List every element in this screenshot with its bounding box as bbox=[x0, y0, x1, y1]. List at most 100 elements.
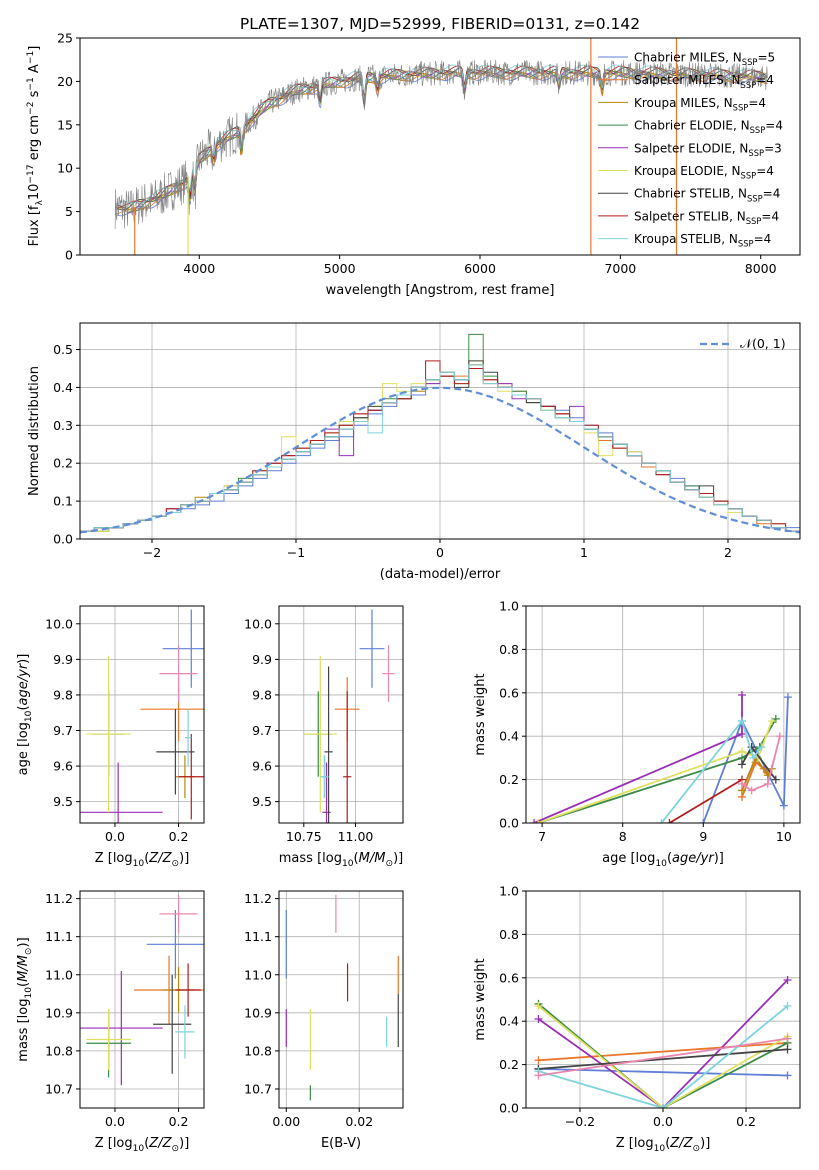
y-tick-label: 0.0 bbox=[499, 816, 519, 831]
y-tick-label: 0 bbox=[65, 248, 73, 263]
panel-mass_vs_ebv: 0.00 0.02 10.7 10.8 10.9 11.0 11.1 11.2 E(B-V) bbox=[244, 890, 404, 1151]
y-tick-label: 0.0 bbox=[499, 1101, 519, 1116]
y-tick-label: 9.9 bbox=[252, 652, 272, 667]
x-tick-label: 11.00 bbox=[338, 829, 374, 844]
weight-line bbox=[538, 1037, 788, 1077]
model-line bbox=[114, 64, 768, 206]
y-tick-label: 0.4 bbox=[53, 380, 73, 395]
y-tick-label: 11.0 bbox=[244, 967, 272, 982]
point-marker bbox=[534, 1002, 543, 1011]
point-marker bbox=[771, 775, 780, 784]
plot-area bbox=[80, 333, 800, 534]
x-tick-label: 9 bbox=[699, 829, 707, 844]
y-tick-label: 0.4 bbox=[499, 1014, 519, 1029]
y-axis-label: mass weight bbox=[473, 673, 488, 755]
weight-line bbox=[668, 778, 743, 823]
legend: Chabrier MILES, NSSP=5 Salpeter MILES, NS… bbox=[598, 51, 783, 249]
point-marker bbox=[737, 717, 746, 726]
histogram-step bbox=[80, 364, 800, 532]
plot-area bbox=[534, 975, 792, 1108]
y-tick-label: 11.1 bbox=[244, 929, 272, 944]
panel-weight_vs_age: 7 8 9 10 0.0 0.2 0.4 0.6 0.8 1.0 age [log10(age/yr… bbox=[473, 599, 801, 869]
plot-area bbox=[285, 894, 399, 1101]
weight-line bbox=[660, 719, 763, 823]
x-tick-label: 0 bbox=[436, 545, 444, 560]
x-axis-label: Z [log10(Z/Z⊙)] bbox=[95, 1136, 190, 1154]
y-tick-label: 9.7 bbox=[252, 723, 272, 738]
point-marker bbox=[747, 786, 756, 795]
axes-frame bbox=[525, 605, 801, 824]
plot-area bbox=[80, 609, 204, 823]
legend-label: Kroupa ELODIE, NSSP=4 bbox=[634, 164, 774, 181]
axes-frame bbox=[79, 37, 801, 256]
y-tick-label: 9.8 bbox=[53, 687, 73, 702]
point-marker bbox=[783, 1071, 792, 1080]
weight-line bbox=[741, 735, 781, 792]
plot-area bbox=[530, 690, 792, 823]
legend-label: Kroupa STELIB, NSSP=4 bbox=[634, 232, 771, 249]
x-axis-label: Z [log10(Z/Z⊙)] bbox=[95, 851, 190, 869]
legend-label: Chabrier ELODIE, NSSP=4 bbox=[634, 119, 783, 136]
x-tick-label: 0.2 bbox=[169, 1114, 189, 1129]
plot-area bbox=[114, 38, 768, 255]
point-marker bbox=[783, 1002, 792, 1011]
y-tick-label: 10.7 bbox=[244, 1081, 272, 1096]
panel-residual_hist: −2 −1 0 1 2 0.0 0.1 0.2 0.3 0.4 0.5 (data-model)/er… bbox=[27, 322, 801, 582]
point-marker bbox=[737, 747, 746, 756]
y-tick-label: 9.6 bbox=[252, 759, 272, 774]
x-tick-label: 2 bbox=[724, 545, 732, 560]
y-tick-label: 0.0 bbox=[53, 532, 73, 547]
y-tick-label: 0.5 bbox=[53, 342, 73, 357]
y-tick-label: 0.2 bbox=[499, 772, 519, 787]
y-tick-label: 15 bbox=[57, 117, 73, 132]
x-tick-label: 8000 bbox=[745, 261, 777, 276]
y-tick-label: 25 bbox=[57, 31, 73, 46]
legend-label: Salpeter MILES, NSSP=4 bbox=[634, 73, 774, 90]
y-tick-label: 0.4 bbox=[499, 729, 519, 744]
x-tick-label: 0.0 bbox=[105, 829, 125, 844]
point-marker bbox=[737, 779, 746, 788]
x-tick-label: 7000 bbox=[604, 261, 636, 276]
x-tick-label: 0.2 bbox=[169, 829, 189, 844]
point-marker bbox=[749, 753, 758, 762]
y-tick-label: 0.2 bbox=[53, 456, 73, 471]
figure-title: PLATE=1307, MJD=52999, FIBERID=0131, z=0… bbox=[240, 15, 640, 33]
panel-spectrum: 4000 5000 6000 7000 8000 0 5 10 15 20 25 wavelength… bbox=[26, 31, 801, 298]
y-tick-label: 11.1 bbox=[45, 929, 73, 944]
point-marker bbox=[657, 819, 666, 823]
panel-age_vs_Z: 0.0 0.2 9.5 9.6 9.7 9.8 9.9 10.0 Z [log10(Z/Z⊙)]… bbox=[16, 605, 205, 869]
point-marker bbox=[775, 732, 784, 741]
y-tick-label: 11.2 bbox=[244, 891, 272, 906]
weight-line bbox=[538, 1005, 789, 1108]
y-axis-label: Flux [fλ10−17 erg cm−2 s−1 A−1] bbox=[26, 46, 45, 247]
point-marker bbox=[783, 1045, 792, 1054]
y-tick-label: 0.2 bbox=[499, 1057, 519, 1072]
plot-area bbox=[80, 894, 204, 1086]
y-tick-label: 11.2 bbox=[45, 891, 73, 906]
y-axis-label: mass [log10(M/M⊙)] bbox=[16, 937, 34, 1061]
point-marker bbox=[665, 819, 674, 823]
axes-frame bbox=[79, 890, 205, 1109]
y-tick-label: 10.0 bbox=[244, 616, 272, 631]
y-tick-label: 9.5 bbox=[53, 794, 73, 809]
weight-line bbox=[537, 979, 789, 1108]
x-axis-label: age [log10(age/yr)] bbox=[602, 851, 724, 869]
weight-line bbox=[537, 1005, 788, 1108]
point-marker bbox=[783, 693, 792, 702]
x-axis-label: Z [log10(Z/Z⊙)] bbox=[616, 1136, 711, 1154]
plot-area bbox=[303, 609, 395, 823]
y-tick-label: 9.6 bbox=[53, 759, 73, 774]
x-axis-label: wavelength [Angstrom, rest frame] bbox=[326, 283, 555, 298]
y-tick-label: 9.9 bbox=[53, 652, 73, 667]
panel-weight_vs_Z: −0.2 0.0 0.2 0.0 0.2 0.4 0.6 0.8 1.0 Z [log10(Z/Z… bbox=[473, 884, 801, 1154]
x-tick-label: −2 bbox=[143, 545, 161, 560]
x-tick-label: 7 bbox=[538, 829, 546, 844]
legend-label: Chabrier STELIB, NSSP=4 bbox=[634, 187, 780, 204]
y-tick-label: 0.6 bbox=[499, 685, 519, 700]
point-marker bbox=[699, 819, 708, 823]
y-tick-label: 20 bbox=[57, 74, 73, 89]
point-marker bbox=[763, 779, 772, 788]
point-marker bbox=[534, 1056, 543, 1065]
point-marker bbox=[779, 801, 788, 810]
